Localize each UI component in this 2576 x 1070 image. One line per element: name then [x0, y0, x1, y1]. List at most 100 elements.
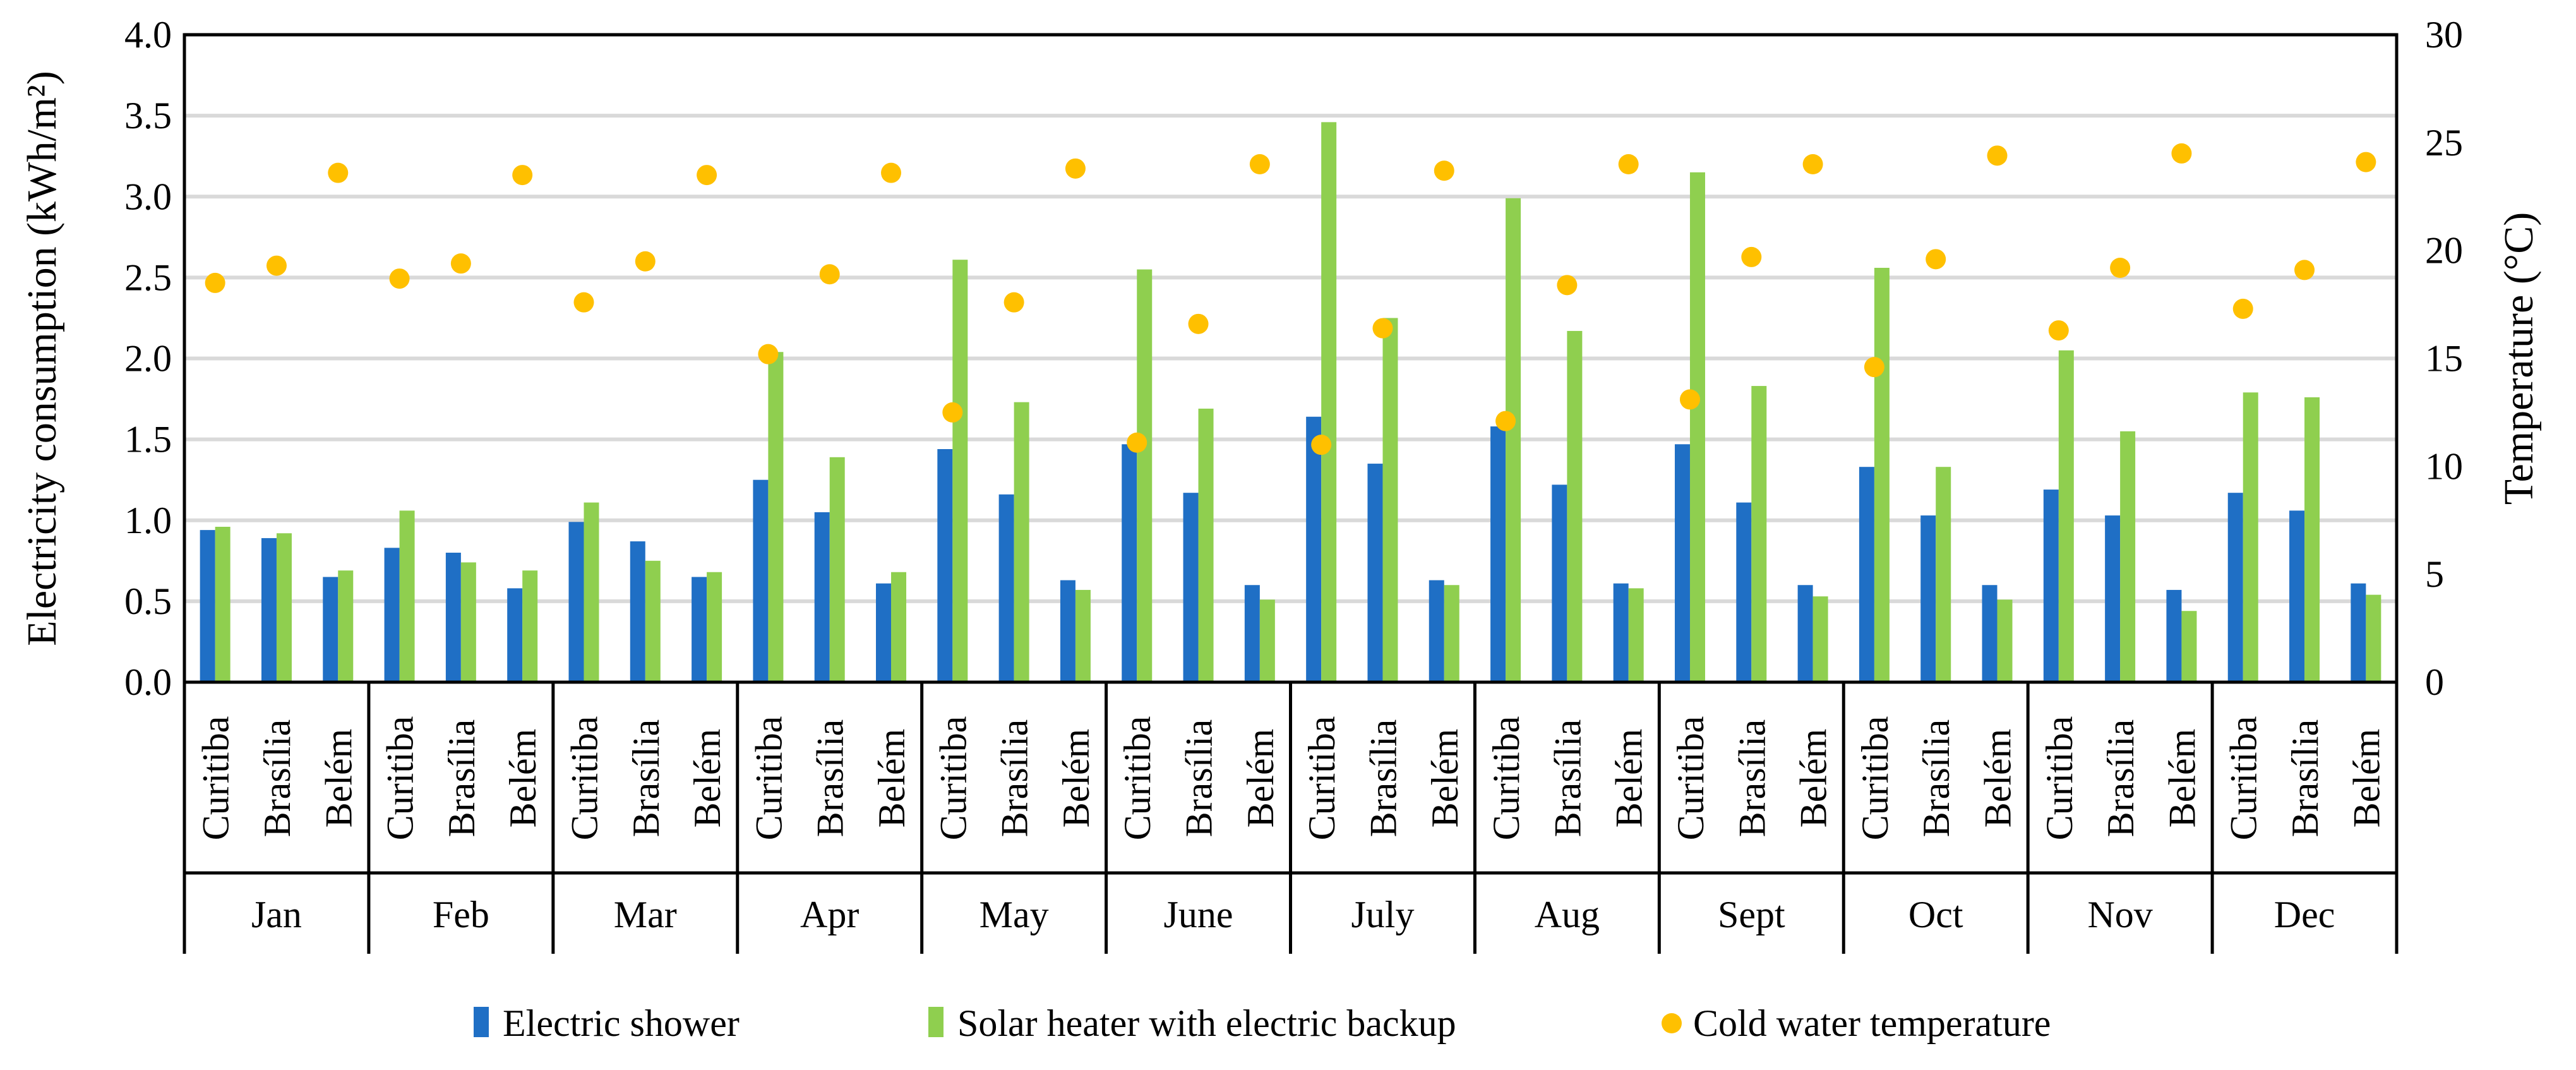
- point-cold-water-temperature: [2232, 298, 2253, 319]
- point-cold-water-temperature: [1987, 145, 2008, 166]
- bar-electric-shower: [2043, 490, 2059, 682]
- bar-electric-shower: [1859, 467, 1874, 682]
- bar-electric-shower: [1122, 444, 1137, 682]
- bar-solar-heater: [829, 457, 845, 682]
- bar-solar-heater: [768, 352, 784, 682]
- category-label: Brasília: [1362, 719, 1404, 838]
- bar-solar-heater: [1382, 318, 1398, 682]
- bar-solar-heater: [1812, 596, 1828, 682]
- month-label: Aug: [1535, 894, 1600, 935]
- bar-solar-heater: [1321, 122, 1337, 682]
- bar-electric-shower: [937, 449, 953, 682]
- bar-electric-shower: [1429, 580, 1444, 682]
- bar-electric-shower: [1920, 515, 1936, 682]
- category-label: Curitiba: [1301, 716, 1343, 841]
- axes: [183, 33, 2399, 954]
- bar-electric-shower: [2351, 583, 2366, 682]
- bar-electric-shower: [1736, 502, 1752, 682]
- category-label: Curitiba: [2039, 716, 2080, 841]
- point-cold-water-temperature: [450, 253, 471, 274]
- month-label: Jan: [251, 894, 302, 935]
- bar-solar-heater: [1506, 198, 1521, 682]
- bar-solar-heater: [2058, 350, 2074, 682]
- category-label: Brasília: [256, 719, 298, 838]
- point-cold-water-temperature: [1249, 154, 1270, 174]
- y-tick-label: 4.0: [124, 14, 172, 56]
- bar-electric-shower: [1244, 585, 1260, 682]
- legend-label: Solar heater with electric backup: [957, 1002, 1456, 1044]
- y2-axis-ticks: 0 5 10 15 20 25 30: [2425, 14, 2463, 703]
- point-cold-water-temperature: [942, 402, 963, 423]
- point-cold-water-temperature: [1926, 249, 1946, 270]
- point-cold-water-temperature: [328, 162, 349, 183]
- month-label: Sept: [1718, 894, 1785, 935]
- bar-solar-heater: [891, 572, 907, 682]
- bar-solar-heater: [2366, 594, 2381, 682]
- y-axis-label: Electricity consumption (kWh/m²): [19, 71, 65, 646]
- y-tick-label: 2.5: [124, 256, 172, 298]
- month-label: July: [1351, 894, 1414, 935]
- bar-solar-heater: [1751, 386, 1767, 682]
- category-label: Brasília: [2284, 719, 2326, 838]
- legend-label: Cold water temperature: [1693, 1002, 2051, 1044]
- bar-electric-shower: [1183, 493, 1199, 682]
- y-tick-label: 2.0: [124, 338, 172, 380]
- point-cold-water-temperature: [266, 255, 287, 276]
- point-cold-water-temperature: [573, 292, 594, 313]
- bar-solar-heater: [2181, 611, 2197, 682]
- bar-solar-heater: [1936, 467, 1951, 682]
- category-label: Brasília: [1915, 719, 1957, 838]
- point-cold-water-temperature: [1372, 318, 1393, 339]
- bar-solar-heater: [522, 570, 538, 682]
- legend-marker: [1662, 1013, 1682, 1033]
- bar-solar-heater: [584, 502, 599, 682]
- bar-electric-shower: [568, 522, 584, 682]
- legend-label: Electric shower: [503, 1002, 740, 1044]
- point-cold-water-temperature: [1311, 435, 1332, 455]
- point-cold-water-temperature: [1434, 160, 1454, 181]
- month-label: Apr: [800, 894, 859, 935]
- y2-tick-label: 15: [2425, 338, 2463, 380]
- month-label: June: [1164, 894, 1233, 935]
- category-label: Belém: [318, 729, 359, 828]
- category-label: Curitiba: [1485, 716, 1527, 841]
- bar-solar-heater: [2243, 392, 2258, 682]
- scatter-points: [205, 143, 2376, 455]
- point-cold-water-temperature: [1003, 292, 1024, 313]
- category-label: Curitiba: [1854, 716, 1896, 841]
- bar-electric-shower: [1552, 484, 1567, 682]
- bar-electric-shower: [323, 577, 338, 682]
- bar-electric-shower: [692, 577, 707, 682]
- point-cold-water-temperature: [1188, 313, 1209, 334]
- category-label: Brasília: [1178, 719, 1220, 838]
- bar-solar-heater: [1997, 599, 2013, 682]
- bar-electric-shower: [1674, 444, 1690, 682]
- bar-electric-shower: [261, 538, 277, 682]
- bar-electric-shower: [507, 588, 523, 682]
- bar-solar-heater: [1137, 269, 1153, 682]
- y-tick-label: 0.5: [124, 580, 172, 622]
- bar-electric-shower: [2289, 510, 2305, 682]
- y2-tick-label: 10: [2425, 445, 2463, 487]
- point-cold-water-temperature: [819, 264, 840, 285]
- bar-solar-heater: [1689, 172, 1705, 682]
- category-label: Belém: [871, 729, 913, 828]
- bar-solar-heater: [2304, 397, 2320, 682]
- category-label: Belém: [1240, 729, 1281, 828]
- y2-tick-label: 25: [2425, 122, 2463, 164]
- y-tick-label: 3.5: [124, 95, 172, 136]
- bar-solar-heater: [2120, 431, 2136, 682]
- category-label: Curitiba: [563, 716, 605, 841]
- point-cold-water-temperature: [2356, 152, 2376, 172]
- point-cold-water-temperature: [1495, 411, 1516, 431]
- point-cold-water-temperature: [1679, 389, 1700, 410]
- legend-swatch: [928, 1007, 944, 1037]
- bar-solar-heater: [1198, 408, 1214, 682]
- bar-electric-shower: [1613, 583, 1629, 682]
- bar-electric-shower: [753, 479, 769, 682]
- category-labels: Curitiba Brasília Belém Curitiba Brasília Bel…: [195, 716, 2388, 841]
- bar-electric-shower: [384, 548, 400, 682]
- category-label: Brasília: [994, 719, 1036, 838]
- category-label: Brasília: [1547, 719, 1588, 838]
- point-cold-water-temperature: [2171, 143, 2192, 164]
